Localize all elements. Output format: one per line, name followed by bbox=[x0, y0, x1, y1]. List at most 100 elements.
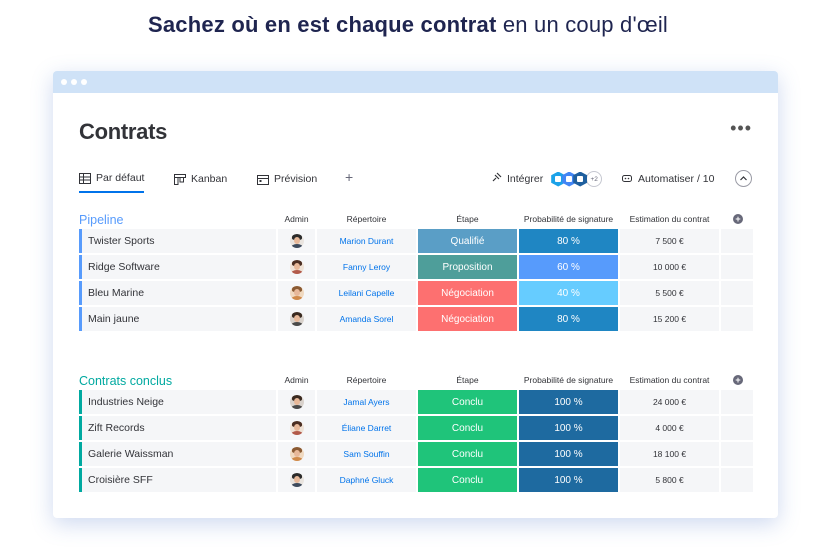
probability-status[interactable]: 40 % bbox=[519, 281, 618, 305]
board-toolbar: Par défaut Kanban Prévision + Intégrer bbox=[79, 167, 756, 193]
probability-status[interactable]: 60 % bbox=[519, 255, 618, 279]
item-name[interactable]: Galerie Waissman bbox=[79, 442, 276, 466]
rep-cell[interactable]: Amanda Sorel bbox=[317, 307, 416, 331]
admin-cell[interactable] bbox=[278, 390, 315, 414]
board-group: Pipeline Admin Répertoire Étape Probabilité … bbox=[79, 213, 755, 343]
stage-status[interactable]: Qualifié bbox=[418, 229, 517, 253]
item-name[interactable]: Zift Records bbox=[79, 416, 276, 440]
admin-cell[interactable] bbox=[278, 229, 315, 253]
add-view-button[interactable]: + bbox=[345, 169, 354, 185]
item-name[interactable]: Main jaune bbox=[79, 307, 276, 331]
table-row[interactable]: Croisière SFF Daphné Gluck Conclu 100 % 5 80… bbox=[79, 468, 753, 492]
table-row[interactable]: Galerie Waissman Sam Souffin Conclu 100 % 18… bbox=[79, 442, 753, 466]
estimate-cell[interactable]: 18 100 € bbox=[620, 442, 719, 466]
item-name[interactable]: Ridge Software bbox=[79, 255, 276, 279]
group-title[interactable]: Contrats conclus bbox=[79, 374, 173, 388]
window-dot-icon bbox=[81, 79, 87, 85]
table-row[interactable]: Zift Records Éliane Darret Conclu 100 % 4 00… bbox=[79, 416, 753, 440]
automate-button[interactable]: Automatiser / 10 bbox=[621, 167, 714, 191]
item-name[interactable]: Twister Sports bbox=[79, 229, 276, 253]
table-row[interactable]: Twister Sports Marion Durant Qualifié 80 % 7… bbox=[79, 229, 753, 253]
rep-cell[interactable]: Jamal Ayers bbox=[317, 390, 416, 414]
rep-cell[interactable]: Sam Souffin bbox=[317, 442, 416, 466]
rep-cell[interactable]: Éliane Darret bbox=[317, 416, 416, 440]
probability-status[interactable]: 100 % bbox=[519, 442, 618, 466]
empty-cell[interactable] bbox=[721, 281, 753, 305]
estimate-cell[interactable]: 15 200 € bbox=[620, 307, 719, 331]
estimate-cell[interactable]: 24 000 € bbox=[620, 390, 719, 414]
integrate-button[interactable]: Intégrer +2 bbox=[491, 167, 603, 191]
kanban-icon bbox=[174, 173, 186, 185]
tab-prevision[interactable]: Prévision bbox=[257, 167, 317, 191]
robot-icon bbox=[621, 173, 633, 186]
table-icon bbox=[79, 172, 91, 184]
cloud-integration-icon bbox=[573, 171, 588, 187]
stage-status[interactable]: Conclu bbox=[418, 468, 517, 492]
empty-cell[interactable] bbox=[721, 255, 753, 279]
avatar bbox=[289, 286, 304, 300]
item-name-text: Industries Neige bbox=[88, 396, 164, 408]
rep-cell[interactable]: Leilani Capelle bbox=[317, 281, 416, 305]
estimate-cell[interactable]: 4 000 € bbox=[620, 416, 719, 440]
table-row[interactable]: Main jaune Amanda Sorel Négociation 80 % 15 … bbox=[79, 307, 753, 331]
table-row[interactable]: Bleu Marine Leilani Capelle Négociation 40 … bbox=[79, 281, 753, 305]
stage-status[interactable]: Conclu bbox=[418, 442, 517, 466]
estimate-cell[interactable]: 5 800 € bbox=[620, 468, 719, 492]
avatar-body bbox=[290, 483, 303, 487]
estimate-cell[interactable]: 5 500 € bbox=[620, 281, 719, 305]
add-column-icon[interactable]: + bbox=[733, 214, 743, 224]
admin-cell[interactable] bbox=[278, 442, 315, 466]
empty-cell[interactable] bbox=[721, 416, 753, 440]
estimate-cell[interactable]: 7 500 € bbox=[620, 229, 719, 253]
probability-status[interactable]: 100 % bbox=[519, 468, 618, 492]
stage-status[interactable]: Négociation bbox=[418, 281, 517, 305]
integrate-label: Intégrer bbox=[507, 173, 544, 185]
admin-cell[interactable] bbox=[278, 281, 315, 305]
item-name[interactable]: Bleu Marine bbox=[79, 281, 276, 305]
empty-cell[interactable] bbox=[721, 229, 753, 253]
item-name[interactable]: Industries Neige bbox=[79, 390, 276, 414]
rep-cell[interactable]: Marion Durant bbox=[317, 229, 416, 253]
item-name-text: Ridge Software bbox=[88, 261, 160, 273]
avatar bbox=[289, 234, 304, 248]
empty-cell[interactable] bbox=[721, 390, 753, 414]
group-title[interactable]: Pipeline bbox=[79, 213, 124, 227]
column-header-admin: Admin bbox=[284, 214, 309, 224]
integrate-icon bbox=[491, 172, 502, 186]
empty-cell[interactable] bbox=[721, 442, 753, 466]
stage-status[interactable]: Proposition bbox=[418, 255, 517, 279]
add-column-icon[interactable]: + bbox=[733, 375, 743, 385]
empty-cell[interactable] bbox=[721, 307, 753, 331]
item-name[interactable]: Croisière SFF bbox=[79, 468, 276, 492]
table-row[interactable]: Ridge Software Fanny Leroy Proposition 60 %… bbox=[79, 255, 753, 279]
stage-status[interactable]: Conclu bbox=[418, 416, 517, 440]
column-header-stage: Étape bbox=[456, 214, 479, 224]
table-row[interactable]: Industries Neige Jamal Ayers Conclu 100 % 24… bbox=[79, 390, 753, 414]
tab-par-defaut[interactable]: Par défaut bbox=[79, 167, 145, 193]
admin-cell[interactable] bbox=[278, 468, 315, 492]
app-window: Contrats ••• Par défaut Kanban Prévision… bbox=[53, 71, 778, 518]
probability-status[interactable]: 80 % bbox=[519, 307, 618, 331]
chevron-up-icon[interactable] bbox=[735, 170, 752, 187]
avatar bbox=[289, 260, 304, 274]
tab-kanban[interactable]: Kanban bbox=[174, 167, 227, 191]
more-dots-icon[interactable]: ••• bbox=[730, 118, 752, 138]
probability-status[interactable]: 80 % bbox=[519, 229, 618, 253]
column-header-rep: Répertoire bbox=[346, 375, 387, 385]
calendar-icon bbox=[257, 174, 269, 185]
column-header-est: Estimation du contrat bbox=[629, 375, 710, 385]
stage-status[interactable]: Négociation bbox=[418, 307, 517, 331]
admin-cell[interactable] bbox=[278, 307, 315, 331]
admin-cell[interactable] bbox=[278, 416, 315, 440]
probability-status[interactable]: 100 % bbox=[519, 416, 618, 440]
estimate-cell[interactable]: 10 000 € bbox=[620, 255, 719, 279]
admin-cell[interactable] bbox=[278, 255, 315, 279]
stage-status[interactable]: Conclu bbox=[418, 390, 517, 414]
empty-cell[interactable] bbox=[721, 468, 753, 492]
column-header-est: Estimation du contrat bbox=[629, 214, 710, 224]
probability-status[interactable]: 100 % bbox=[519, 390, 618, 414]
board-title: Contrats bbox=[79, 119, 168, 144]
app-integration-icon bbox=[551, 171, 566, 187]
rep-cell[interactable]: Daphné Gluck bbox=[317, 468, 416, 492]
rep-cell[interactable]: Fanny Leroy bbox=[317, 255, 416, 279]
